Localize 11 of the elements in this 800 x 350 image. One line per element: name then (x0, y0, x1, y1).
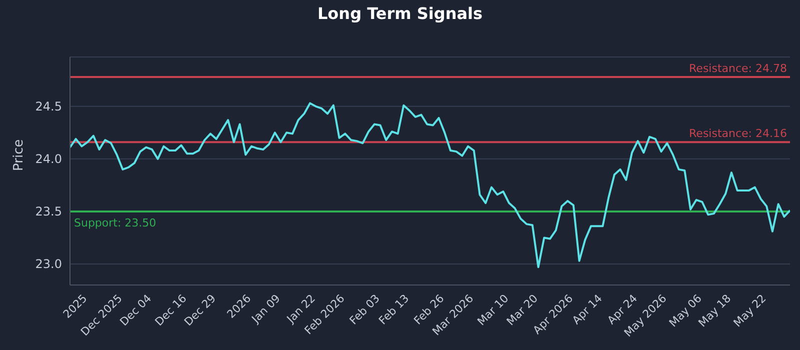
y-tick-label: 24.5 (35, 100, 62, 114)
line-series (70, 102, 790, 268)
y-tick-label: 23.0 (35, 257, 62, 272)
chart-title: Long Term Signals (316, 4, 484, 23)
ref-line-label: Resistance: 24.78 (689, 62, 787, 75)
ref-line-label: Resistance: 24.16 (689, 127, 787, 140)
ref-line-label: Support: 23.50 (74, 216, 156, 230)
y-axis-title: Price (12, 139, 27, 171)
y-tick-label: 23.5 (35, 204, 62, 219)
y-tick-label: 24.0 (35, 152, 62, 166)
x-tick-label: Jan 09 (248, 292, 283, 326)
